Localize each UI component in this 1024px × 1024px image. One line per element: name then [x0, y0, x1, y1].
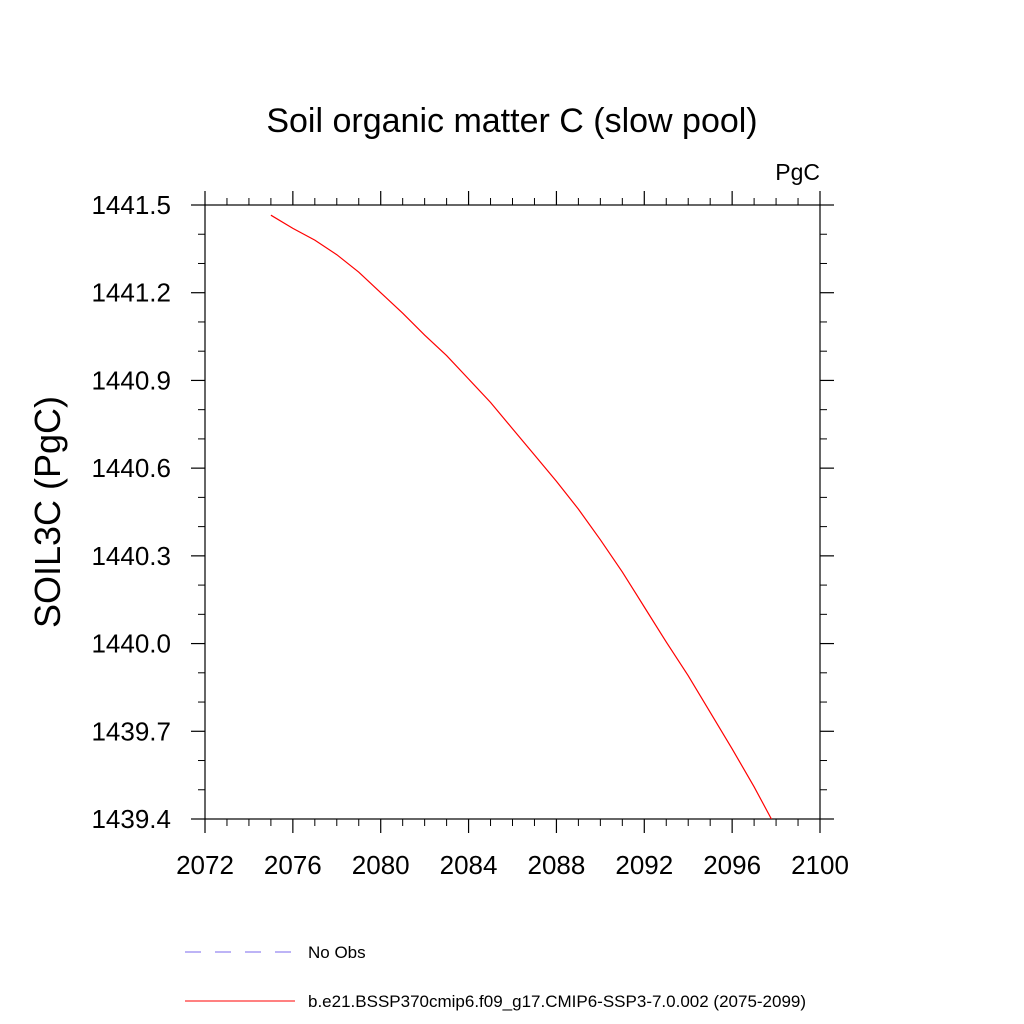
x-tick-label-2072: 2072: [176, 850, 234, 880]
units-label: PgC: [775, 159, 820, 185]
plot-frame: [204, 204, 821, 820]
y-tick-label-1439.7: 1439.7: [91, 716, 171, 746]
x-tick-label-2080: 2080: [352, 850, 410, 880]
legend: No Obs b.e21.BSSP370cmip6.f09_g17.CMIP6-…: [185, 943, 806, 1011]
y-tick-label-1440.0: 1440.0: [91, 629, 171, 659]
x-tick-label-2092: 2092: [615, 850, 673, 880]
y-tick-label-1440.6: 1440.6: [91, 453, 171, 483]
series-layer: [270, 214, 773, 819]
y-tick-label-1441.5: 1441.5: [91, 190, 171, 220]
series-line-0: [270, 214, 773, 819]
x-tick-label-2096: 2096: [703, 850, 761, 880]
x-tick-label-2088: 2088: [528, 850, 586, 880]
legend-item-no-obs: No Obs: [185, 943, 366, 962]
legend-label-no-obs: No Obs: [308, 943, 366, 962]
chart-title: Soil organic matter C (slow pool): [266, 102, 757, 140]
y-tick-label-1440.9: 1440.9: [91, 365, 171, 395]
x-tick-label-2076: 2076: [264, 850, 322, 880]
axis-ticks: [191, 191, 834, 833]
legend-item-model-run: b.e21.BSSP370cmip6.f09_g17.CMIP6-SSP3-7.…: [185, 992, 806, 1011]
legend-label-model-run: b.e21.BSSP370cmip6.f09_g17.CMIP6-SSP3-7.…: [308, 992, 806, 1011]
y-tick-label-1440.3: 1440.3: [91, 541, 171, 571]
y-axis-title: SOIL3C (PgC): [27, 396, 68, 628]
y-tick-label-1439.4: 1439.4: [91, 804, 171, 834]
y-tick-label-1441.2: 1441.2: [91, 278, 171, 308]
plot-area: [191, 191, 834, 833]
x-tick-label-2084: 2084: [440, 850, 498, 880]
x-tick-label-2100: 2100: [791, 850, 849, 880]
